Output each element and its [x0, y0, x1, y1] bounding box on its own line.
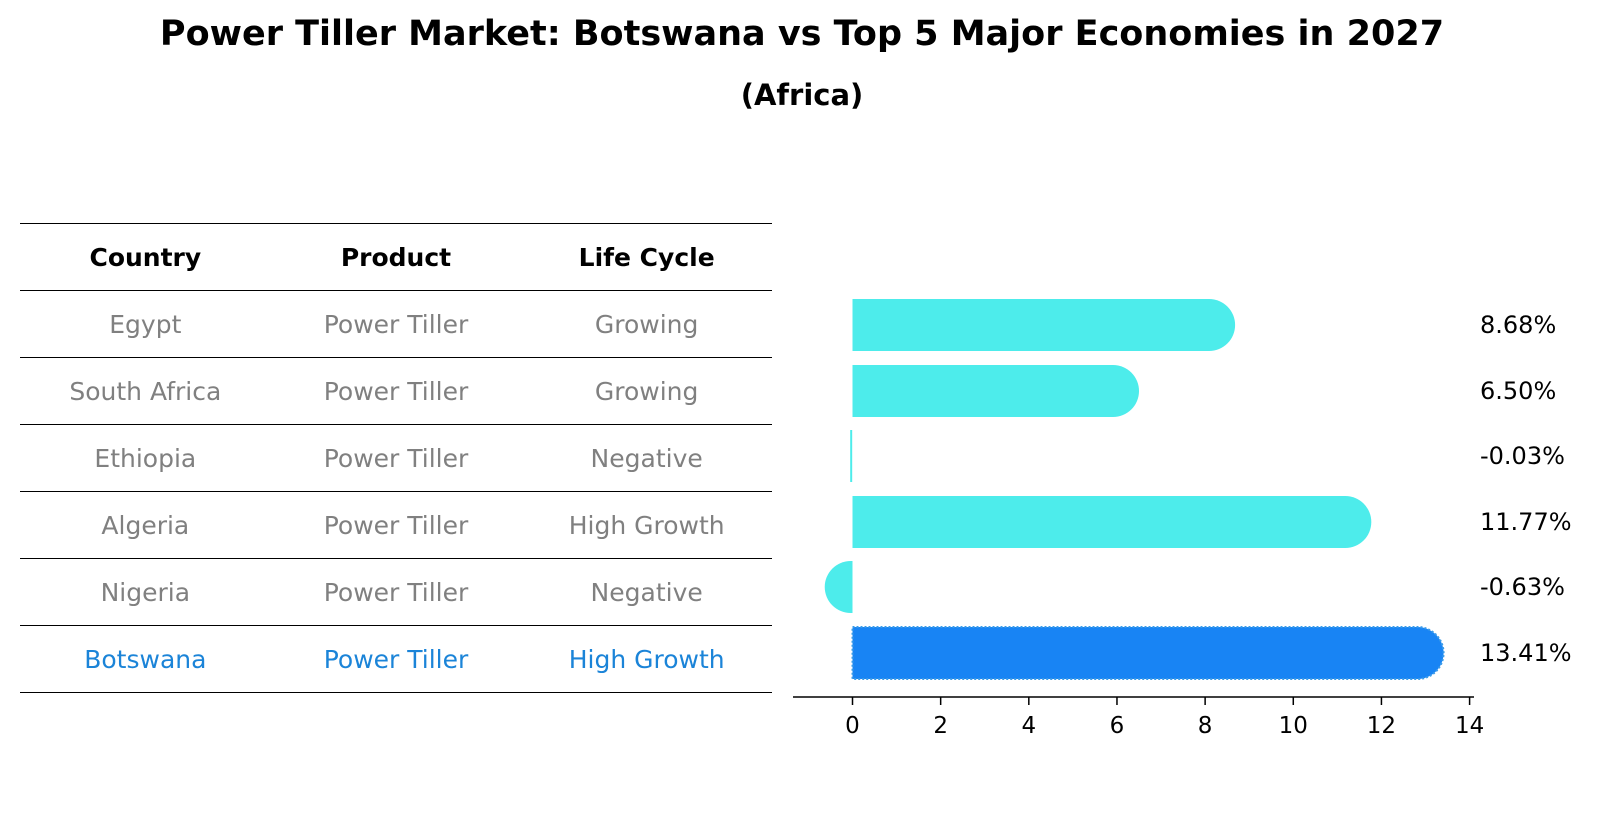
cell-product: Power Tiller [270, 290, 522, 358]
x-tick-label: 10 [1279, 713, 1308, 739]
bar-ethiopia [850, 430, 853, 482]
x-tick-label: 4 [1021, 713, 1036, 739]
value-label: 6.50% [1480, 377, 1556, 405]
cell-life-cycle: Growing [521, 357, 772, 425]
value-label: -0.03% [1480, 442, 1565, 470]
table-row: Egypt Power Tiller Growing [20, 290, 772, 358]
cell-country: Algeria [20, 491, 271, 559]
x-tick-label: 12 [1367, 713, 1396, 739]
cell-product: Power Tiller [270, 491, 522, 559]
bars-layer [824, 299, 1445, 680]
value-label: -0.63% [1480, 573, 1565, 601]
bar-nigeria [824, 561, 853, 613]
x-axis: 0 2 4 6 8 10 12 14 [793, 696, 1484, 739]
table-row: Nigeria Power Tiller Negative [20, 558, 772, 626]
table-row: South Africa Power Tiller Growing [20, 357, 772, 425]
cell-country: Nigeria [20, 558, 271, 626]
table-header-row: Country Product Life Cycle [20, 223, 772, 291]
cell-life-cycle: Growing [521, 290, 772, 358]
cell-product: Power Tiller [270, 558, 522, 626]
cell-life-cycle: Negative [521, 558, 772, 626]
header-product: Product [270, 223, 522, 291]
x-tick-label: 14 [1455, 713, 1484, 739]
bar-south-africa [852, 365, 1140, 417]
value-labels-layer: 8.68% 6.50% -0.03% 11.77% -0.63% 13.41% [1480, 311, 1572, 667]
cell-life-cycle: Negative [521, 424, 772, 492]
cell-product: Power Tiller [270, 357, 522, 425]
bar-botswana [851, 626, 1445, 680]
table-row: Ethiopia Power Tiller Negative [20, 424, 772, 492]
bar-algeria [852, 496, 1372, 548]
x-tick-label: 8 [1198, 713, 1213, 739]
cell-country: Egypt [20, 290, 271, 358]
cell-product: Power Tiller [270, 625, 522, 693]
header-country: Country [20, 223, 271, 291]
country-table: Country Product Life Cycle Egypt Power T… [20, 223, 772, 693]
cell-country: Ethiopia [20, 424, 271, 492]
cell-life-cycle: High Growth [521, 491, 772, 559]
x-tick-label: 6 [1110, 713, 1125, 739]
value-label: 13.41% [1480, 639, 1572, 667]
cell-life-cycle: High Growth [521, 625, 772, 693]
table-row-highlight: Botswana Power Tiller High Growth [20, 625, 772, 693]
value-label: 11.77% [1480, 508, 1572, 536]
cell-product: Power Tiller [270, 424, 522, 492]
bar-egypt [852, 299, 1236, 351]
value-label: 8.68% [1480, 311, 1556, 339]
chart-subtitle: (Africa) [740, 78, 864, 112]
cell-country: Botswana [20, 625, 271, 693]
x-tick-label: 0 [845, 713, 860, 739]
header-life-cycle: Life Cycle [521, 223, 772, 291]
cell-country: South Africa [20, 357, 271, 425]
chart-title: Power Tiller Market: Botswana vs Top 5 M… [159, 14, 1445, 54]
table-row: Algeria Power Tiller High Growth [20, 491, 772, 559]
x-tick-label: 2 [933, 713, 948, 739]
